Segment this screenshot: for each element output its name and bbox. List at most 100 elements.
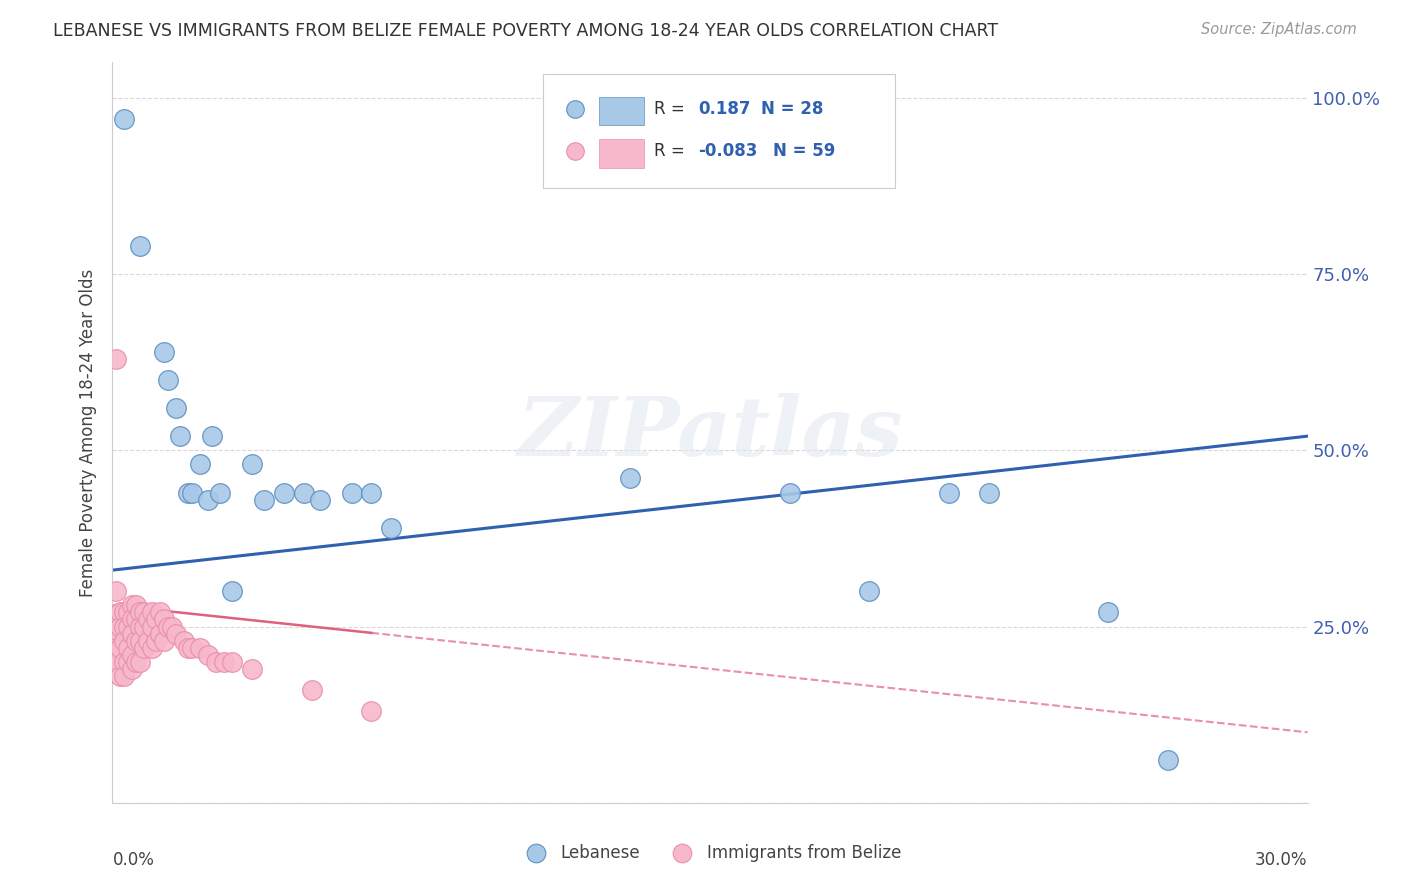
Point bbox=[129, 619, 152, 633]
Point bbox=[105, 351, 128, 366]
Point bbox=[129, 633, 152, 648]
Point bbox=[110, 669, 132, 683]
Point bbox=[141, 619, 163, 633]
Point bbox=[121, 599, 143, 613]
Point bbox=[181, 485, 204, 500]
Point bbox=[197, 492, 219, 507]
Point bbox=[110, 640, 132, 655]
Point bbox=[117, 640, 139, 655]
Point bbox=[145, 612, 167, 626]
Point bbox=[201, 429, 224, 443]
FancyBboxPatch shape bbox=[543, 73, 896, 188]
Point bbox=[301, 683, 323, 698]
Point bbox=[110, 606, 132, 620]
Point bbox=[157, 619, 180, 633]
Point bbox=[141, 606, 163, 620]
Point bbox=[938, 485, 960, 500]
Point bbox=[165, 401, 187, 415]
Point bbox=[114, 112, 135, 126]
Point bbox=[125, 655, 148, 669]
Point bbox=[177, 640, 200, 655]
Point bbox=[240, 458, 263, 472]
Point bbox=[221, 584, 243, 599]
Point bbox=[114, 669, 135, 683]
Point bbox=[129, 655, 152, 669]
Point bbox=[134, 606, 156, 620]
Point bbox=[129, 239, 152, 253]
Point bbox=[121, 626, 143, 640]
Point bbox=[173, 633, 195, 648]
Point bbox=[125, 633, 148, 648]
Point bbox=[117, 655, 139, 669]
FancyBboxPatch shape bbox=[599, 97, 644, 126]
Text: N = 59: N = 59 bbox=[773, 143, 835, 161]
Text: R =: R = bbox=[654, 100, 690, 118]
Point bbox=[197, 648, 219, 662]
Point bbox=[138, 633, 160, 648]
Point bbox=[138, 612, 160, 626]
Point bbox=[205, 655, 228, 669]
Point bbox=[117, 619, 139, 633]
Point bbox=[1157, 754, 1180, 768]
Point bbox=[145, 633, 167, 648]
Point bbox=[165, 626, 187, 640]
Point bbox=[105, 584, 128, 599]
Point bbox=[121, 612, 143, 626]
Point bbox=[169, 429, 191, 443]
Point bbox=[253, 492, 276, 507]
Text: 0.0%: 0.0% bbox=[112, 851, 155, 869]
Text: ZIPatlas: ZIPatlas bbox=[517, 392, 903, 473]
Point bbox=[117, 606, 139, 620]
Point bbox=[110, 619, 132, 633]
Point bbox=[977, 485, 1000, 500]
Point bbox=[779, 485, 801, 500]
FancyBboxPatch shape bbox=[599, 139, 644, 168]
Point bbox=[134, 640, 156, 655]
Text: 0.187: 0.187 bbox=[699, 100, 751, 118]
Point bbox=[240, 662, 263, 676]
Point bbox=[360, 485, 382, 500]
Point bbox=[188, 458, 211, 472]
Point bbox=[340, 485, 363, 500]
Point bbox=[114, 633, 135, 648]
Point bbox=[121, 648, 143, 662]
Point bbox=[1097, 606, 1119, 620]
Point bbox=[105, 655, 128, 669]
Point bbox=[153, 344, 176, 359]
Point bbox=[114, 655, 135, 669]
Point bbox=[153, 612, 176, 626]
Point bbox=[149, 606, 172, 620]
Point bbox=[209, 485, 232, 500]
Point bbox=[121, 662, 143, 676]
Point bbox=[134, 619, 156, 633]
Point bbox=[360, 704, 382, 718]
Point bbox=[162, 619, 183, 633]
Point bbox=[221, 655, 243, 669]
Point bbox=[858, 584, 880, 599]
Text: 30.0%: 30.0% bbox=[1256, 851, 1308, 869]
Point bbox=[125, 612, 148, 626]
Y-axis label: Female Poverty Among 18-24 Year Olds: Female Poverty Among 18-24 Year Olds bbox=[79, 268, 97, 597]
Text: -0.083: -0.083 bbox=[699, 143, 758, 161]
Point bbox=[380, 521, 402, 535]
Text: LEBANESE VS IMMIGRANTS FROM BELIZE FEMALE POVERTY AMONG 18-24 YEAR OLDS CORRELAT: LEBANESE VS IMMIGRANTS FROM BELIZE FEMAL… bbox=[53, 22, 998, 40]
Point bbox=[125, 599, 148, 613]
Point bbox=[619, 471, 641, 485]
Point bbox=[129, 606, 152, 620]
Point bbox=[105, 640, 128, 655]
Legend: Lebanese, Immigrants from Belize: Lebanese, Immigrants from Belize bbox=[512, 838, 908, 869]
Point bbox=[292, 485, 315, 500]
Point bbox=[105, 626, 128, 640]
Text: N = 28: N = 28 bbox=[762, 100, 824, 118]
Text: R =: R = bbox=[654, 143, 690, 161]
Point bbox=[141, 640, 163, 655]
Point bbox=[114, 619, 135, 633]
Point bbox=[157, 373, 180, 387]
Text: Source: ZipAtlas.com: Source: ZipAtlas.com bbox=[1201, 22, 1357, 37]
Point bbox=[114, 606, 135, 620]
Point bbox=[212, 655, 235, 669]
Point bbox=[177, 485, 200, 500]
Point bbox=[308, 492, 330, 507]
Point bbox=[149, 626, 172, 640]
Point bbox=[181, 640, 204, 655]
